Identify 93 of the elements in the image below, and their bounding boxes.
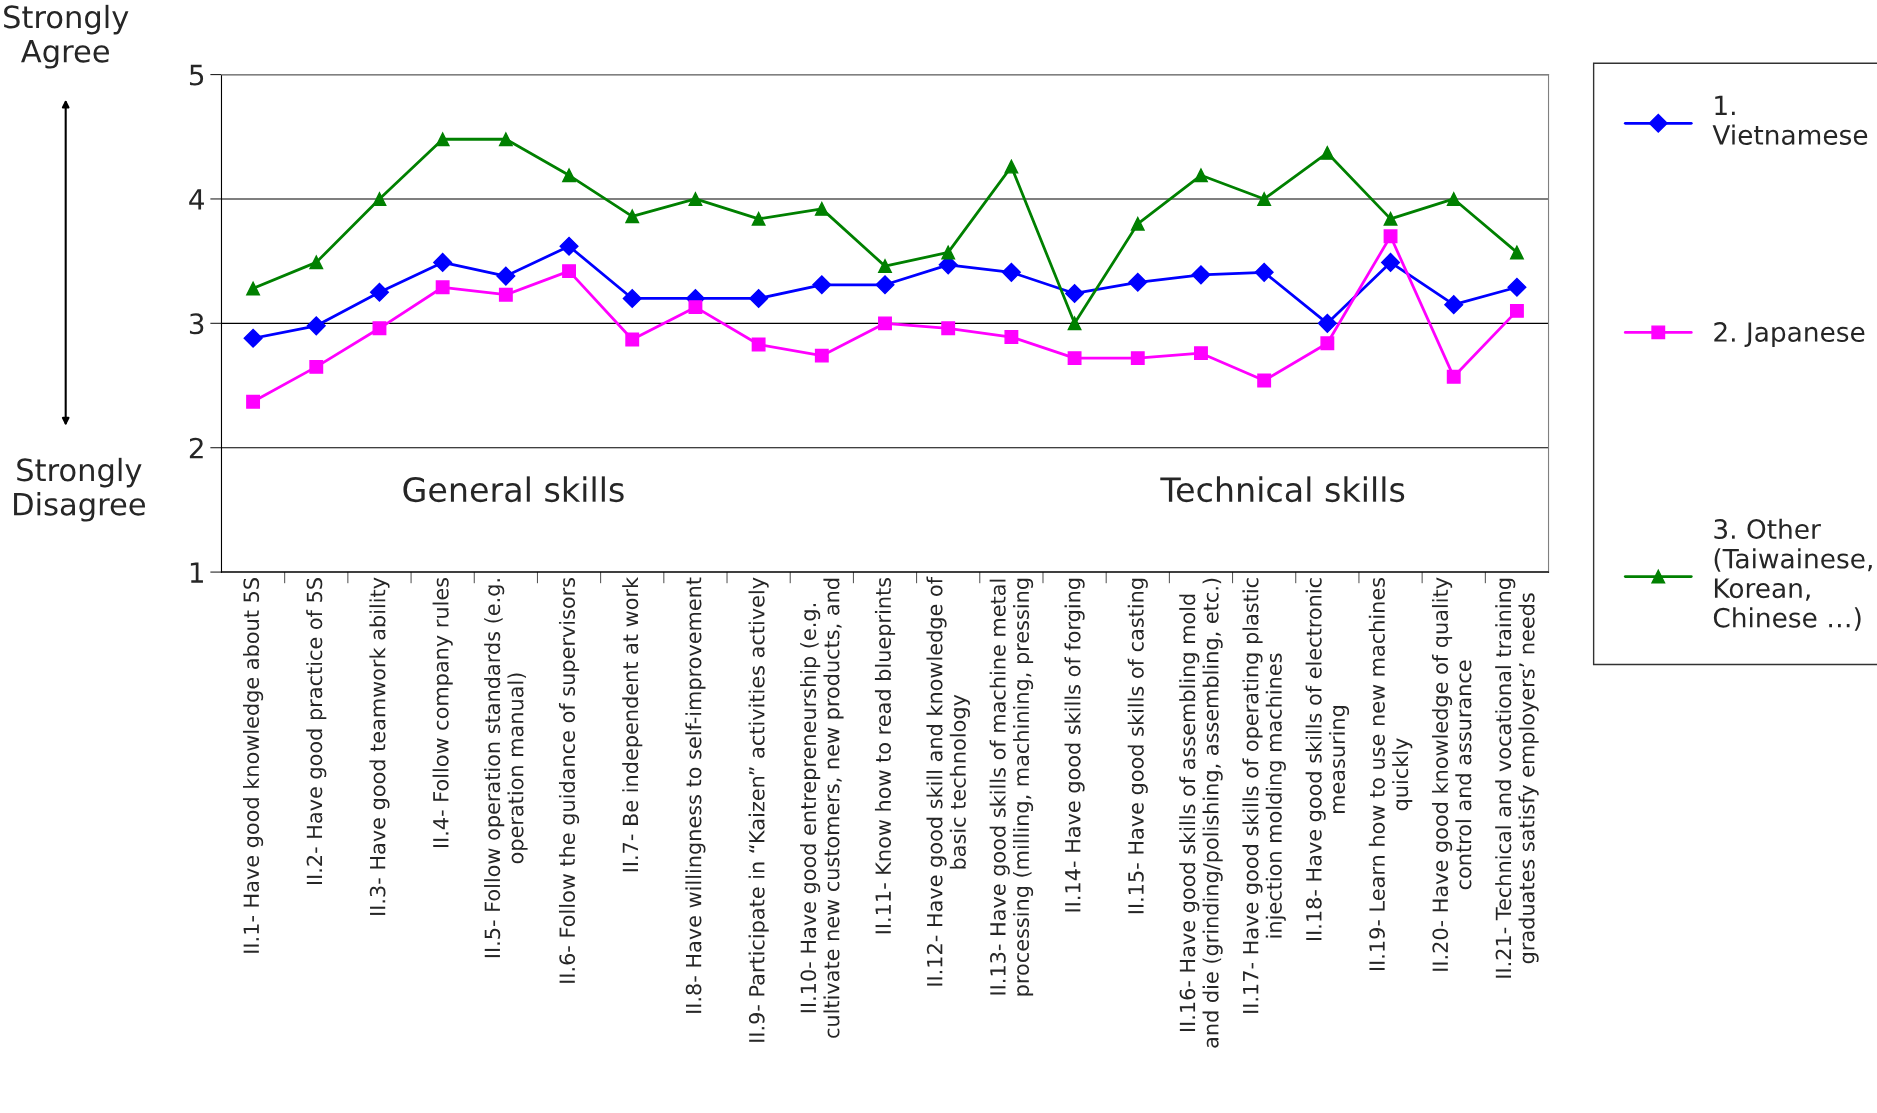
point [1067, 316, 1082, 331]
legend-label: 3. Other (Taiwainese, Korean, Chinese …) [1713, 518, 1872, 631]
point [1509, 245, 1524, 260]
point [435, 280, 450, 295]
point [812, 275, 832, 295]
point [1067, 351, 1082, 366]
point [433, 252, 453, 272]
x-tick-label: II.21- Technical and vocational training graduates satisfy employers’ needs [1495, 578, 1539, 978]
x-tick-label: II.10- Have good entrepreneurship (e.g. cultivate new customers, new products, and [800, 578, 844, 1038]
x-tick-label: II.18- Have good skills of electronic measuring [1305, 578, 1350, 941]
point [1320, 336, 1335, 351]
x-tick-label: II.12- Have good skill and knowledge of basic technology [926, 576, 970, 986]
point [498, 132, 513, 147]
text: Strongly Agree [4, 4, 129, 69]
point [1194, 346, 1208, 361]
x-tick-label: II.15- Have good skills of casting [1127, 578, 1148, 914]
x-tick-label: II.2- Have good practice of 5S [306, 578, 327, 885]
point [246, 394, 261, 409]
point [498, 287, 513, 302]
point [625, 209, 640, 224]
x-tick-label: II.14- Have good skills of forging [1064, 578, 1085, 912]
point [562, 168, 576, 183]
x-tick-label: II.11- Know how to read blueprints [874, 577, 896, 934]
point [1317, 313, 1337, 333]
point [562, 264, 576, 279]
x-tick-label: II.9- Participate in “Kaizen” activities actively [748, 577, 769, 1042]
y-tick-label: 2 [189, 437, 203, 459]
point [1320, 145, 1335, 160]
point [878, 259, 892, 274]
legend-label: 2. Japanese [1714, 322, 1865, 348]
point [1444, 295, 1464, 315]
point [751, 211, 766, 226]
point [496, 266, 516, 286]
point [688, 192, 703, 206]
y-tick-label: 1 [190, 562, 203, 583]
x-tick-label: II.16- Have good skills of assembling mold and die (grinding/polishing, assembling, etc.) [1179, 578, 1223, 1048]
point [1446, 192, 1461, 206]
point [625, 332, 640, 347]
point [1446, 369, 1461, 384]
legend-label: 1. Vietnamese [1712, 95, 1868, 145]
point [306, 316, 326, 336]
x-tick-label: II.6- Follow the guidance of supervisors [558, 577, 580, 983]
point [309, 255, 324, 270]
point [1130, 216, 1145, 231]
point [749, 288, 769, 308]
point [941, 321, 956, 336]
point [369, 282, 390, 302]
point [435, 132, 450, 147]
point [243, 328, 263, 348]
point [1191, 265, 1211, 285]
point [559, 236, 579, 256]
point [1065, 283, 1085, 304]
x-tick-label: II.5- Follow operation standards (e.g. operation manual) [484, 579, 528, 958]
point [309, 359, 324, 374]
point [1001, 262, 1021, 282]
point [1194, 168, 1208, 183]
point [1130, 351, 1145, 366]
y-tick-label: 4 [189, 189, 204, 210]
x-tick-label: II.3- Have good teamwork ability [369, 577, 390, 915]
x-tick-label: II.13- Have good skills of machine metal processing (milling, machining, pressing [989, 578, 1034, 996]
x-tick-label: II.7- Be independent at work [622, 577, 643, 872]
point [814, 348, 829, 363]
y-tick-label: 5 [189, 64, 204, 86]
point [1509, 303, 1524, 318]
y-tick-label: 3 [189, 313, 204, 335]
point [1257, 192, 1272, 206]
point [1004, 159, 1019, 174]
x-tick-label: II.8- Have willingness to self-improvement [685, 577, 706, 1013]
point [1004, 330, 1019, 344]
point [751, 337, 766, 352]
x-tick-label: II.4- Follow company rules [432, 577, 453, 848]
point [622, 288, 642, 308]
point [1507, 277, 1527, 297]
x-tick-label: II.17- Have good skills of operating plastic injection molding machines [1242, 578, 1286, 1013]
point [1128, 272, 1148, 292]
point [814, 201, 829, 216]
point [1381, 252, 1401, 272]
point [1254, 262, 1274, 282]
point [878, 316, 892, 331]
annotation: Technical skills [1160, 476, 1405, 503]
point [372, 321, 387, 336]
point [372, 192, 387, 206]
x-tick-label: II.19- Learn how to use new machines quickly [1368, 577, 1413, 971]
point [246, 281, 261, 296]
point [1257, 373, 1272, 388]
point [688, 300, 703, 315]
text: Strongly Disagree [14, 457, 145, 522]
point [1383, 229, 1398, 244]
annotation: General skills [403, 476, 624, 503]
point [1383, 211, 1398, 226]
x-tick-label: II.1- Have good knowledge about 5S [243, 578, 264, 953]
point [941, 245, 956, 260]
point [875, 275, 895, 295]
